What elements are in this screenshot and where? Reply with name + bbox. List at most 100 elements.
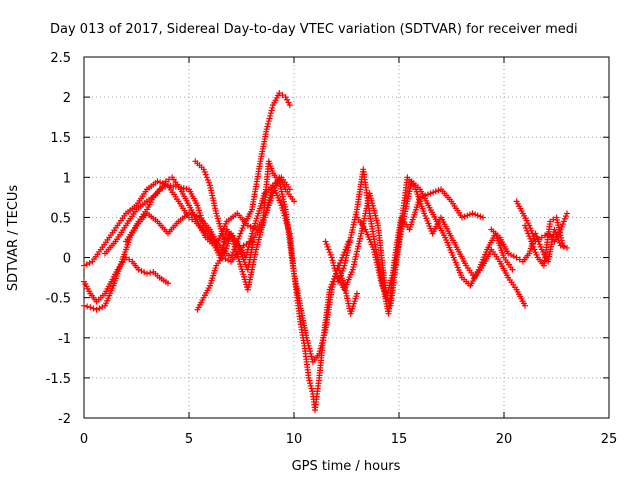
data-point-marker <box>246 241 253 248</box>
data-point-marker <box>430 189 437 196</box>
data-point-marker <box>193 213 200 220</box>
x-tick-label: 20 <box>496 432 513 447</box>
y-tick-label: 2.5 <box>50 51 71 66</box>
data-point-marker <box>538 234 545 241</box>
data-point-marker <box>231 246 238 253</box>
data-point-marker <box>126 256 133 263</box>
y-tick-label: -1.5 <box>46 372 71 387</box>
data-point-marker <box>424 191 431 198</box>
data-point-marker <box>321 332 328 339</box>
data-point-marker <box>328 286 335 293</box>
data-point-marker <box>239 225 246 232</box>
data-point-marker <box>264 123 271 130</box>
data-point-marker <box>90 305 97 312</box>
y-tick-label: 0 <box>63 252 71 267</box>
x-tick-label: 15 <box>391 432 408 447</box>
data-point-marker <box>524 227 531 234</box>
data-point-marker <box>237 230 244 237</box>
data-point-marker <box>180 185 187 192</box>
data-point-marker <box>123 254 129 261</box>
data-point-marker <box>267 110 274 117</box>
data-point-marker <box>263 126 270 133</box>
data-point-marker <box>202 171 209 178</box>
data-point-marker <box>204 177 211 184</box>
y-tick-label: 2 <box>63 91 71 106</box>
data-point-marker <box>307 380 314 387</box>
data-point-marker <box>326 249 333 256</box>
y-tick-label: -1 <box>58 332 71 347</box>
data-point-marker <box>338 270 345 277</box>
data-point-marker <box>560 218 567 225</box>
data-point-marker <box>547 218 554 225</box>
data-point-marker <box>205 179 212 186</box>
series-track-7 <box>194 182 360 365</box>
x-tick-label: 5 <box>185 432 193 447</box>
data-point-marker <box>562 213 569 220</box>
data-point-marker <box>99 304 106 311</box>
data-point-marker <box>245 243 252 250</box>
data-point-marker <box>228 254 234 261</box>
data-point-marker <box>323 241 330 248</box>
data-point-marker <box>319 340 325 347</box>
data-point-marker <box>162 178 169 185</box>
data-point-marker <box>265 118 272 125</box>
data-point-marker <box>330 281 337 288</box>
data-point-marker <box>340 265 347 272</box>
data-point-marker <box>461 213 468 220</box>
data-point-marker <box>319 337 326 344</box>
data-point-marker <box>529 241 536 248</box>
data-point-marker <box>325 246 332 253</box>
data-point-marker <box>305 340 311 347</box>
data-point-marker <box>321 329 328 336</box>
data-point-marker <box>432 188 439 195</box>
data-point-marker <box>523 225 530 232</box>
data-point-marker <box>243 251 250 258</box>
data-point-marker <box>248 233 255 240</box>
data-point-marker <box>527 235 534 242</box>
data-point-marker <box>244 246 251 253</box>
data-point-marker <box>201 168 208 175</box>
data-point-marker <box>551 226 558 233</box>
y-axis-label: SDTVAR / TECUs <box>6 185 21 292</box>
data-point-marker <box>276 90 283 97</box>
data-point-marker <box>318 342 325 349</box>
data-point-marker <box>183 185 190 192</box>
data-point-marker <box>531 246 538 253</box>
series-track-4 <box>102 174 293 293</box>
data-point-marker <box>147 269 154 276</box>
data-point-marker <box>522 222 528 229</box>
data-point-marker <box>93 306 100 313</box>
data-point-marker <box>191 212 198 219</box>
data-point-marker <box>268 107 275 114</box>
data-point-marker <box>532 249 539 256</box>
data-point-marker <box>141 269 148 276</box>
y-tick-label: 1 <box>63 171 71 186</box>
data-point-marker <box>305 374 312 381</box>
data-point-marker <box>238 227 245 234</box>
data-point-marker <box>559 242 566 249</box>
data-point-marker <box>535 236 542 243</box>
data-point-marker <box>341 249 348 256</box>
data-point-marker <box>236 233 243 240</box>
data-point-marker <box>560 243 567 250</box>
data-point-marker <box>229 251 236 258</box>
data-point-marker <box>329 257 336 264</box>
data-point-marker <box>305 342 312 349</box>
data-point-marker <box>533 251 540 258</box>
data-point-marker <box>286 186 293 193</box>
data-point-marker <box>135 266 142 273</box>
data-point-marker <box>246 238 253 245</box>
data-point-marker <box>536 241 543 248</box>
data-point-marker <box>564 244 570 251</box>
data-point-marker <box>96 305 103 312</box>
data-point-marker <box>286 102 293 109</box>
x-axis-label: GPS time / hours <box>292 459 401 474</box>
data-point-marker <box>144 270 150 277</box>
data-point-marker <box>157 179 164 186</box>
data-point-marker <box>186 210 192 217</box>
data-point-marker <box>508 251 514 258</box>
data-point-marker <box>513 254 520 261</box>
data-point-marker <box>247 235 254 242</box>
